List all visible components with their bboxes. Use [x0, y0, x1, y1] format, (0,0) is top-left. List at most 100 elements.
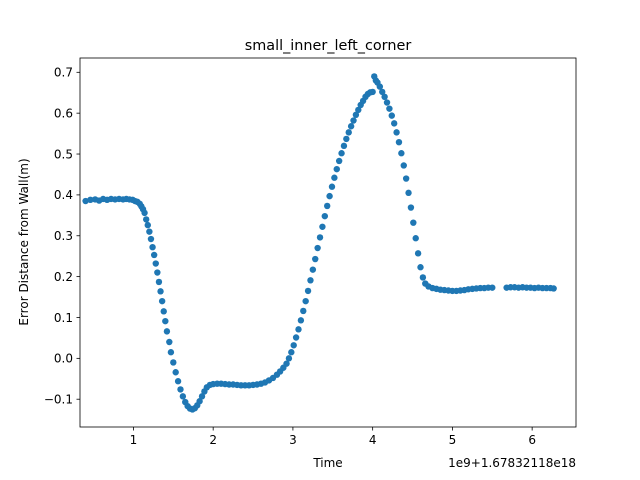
data-point	[355, 106, 362, 114]
x-tick-label: 2	[209, 433, 217, 447]
data-point	[149, 244, 156, 251]
data-point	[288, 349, 295, 356]
data-point	[388, 112, 395, 119]
data-point	[328, 183, 336, 190]
data-point	[290, 342, 297, 349]
y-tick-label: 0.3	[54, 229, 73, 243]
data-point	[410, 219, 417, 226]
data-point	[163, 328, 171, 335]
data-point	[167, 349, 175, 356]
data-point	[417, 264, 424, 271]
data-point	[174, 378, 182, 385]
data-point	[402, 175, 410, 182]
data-point	[292, 334, 300, 341]
data-point	[335, 157, 343, 165]
data-point	[347, 123, 355, 130]
data-point	[489, 284, 496, 291]
data-point	[338, 150, 345, 157]
x-axis-label: Time	[312, 456, 342, 470]
x-axis-offset-label: 1e9+1.67832118e18	[448, 456, 576, 470]
axes-layer: 1 2 3 4 5 6 −0.1 0.0 0.1 0.2 0.3 0.4 0.5 0.6 0.7	[44, 57, 577, 447]
data-point	[304, 287, 312, 295]
y-tick-label: 0.4	[54, 188, 73, 202]
y-tick-label: 0.5	[54, 147, 73, 161]
x-tick-label: 6	[528, 433, 536, 447]
data-point	[550, 285, 557, 292]
data-point	[147, 235, 155, 243]
y-tick-label: 0.6	[54, 106, 73, 120]
data-point	[345, 129, 352, 136]
data-point	[414, 250, 422, 257]
y-tick-label: 0.1	[54, 311, 73, 325]
data-point	[331, 174, 338, 181]
y-tick-label: 0.0	[54, 352, 73, 366]
data-point	[297, 317, 305, 324]
data-point	[160, 308, 167, 315]
data-point	[157, 288, 164, 295]
plot-frame	[79, 57, 577, 428]
x-tick-label: 1	[130, 433, 138, 447]
data-point	[142, 216, 150, 223]
data-point	[179, 393, 187, 400]
chart-title: small_inner_left_corner	[245, 38, 412, 54]
x-tick-label: 5	[449, 433, 457, 447]
data-point	[379, 88, 386, 96]
data-point	[162, 317, 169, 325]
data-point	[152, 260, 159, 267]
data-point	[87, 196, 94, 203]
data-point	[300, 307, 307, 315]
data-point	[407, 204, 415, 211]
data-point	[314, 244, 321, 252]
data-point	[400, 162, 407, 169]
data-point	[172, 369, 179, 376]
data-point	[395, 138, 403, 146]
data-point	[144, 221, 151, 229]
markers-layer	[82, 73, 557, 413]
data-point	[283, 360, 290, 367]
data-point	[386, 105, 393, 112]
x-tick-label: 3	[289, 433, 297, 447]
y-tick-label: 0.2	[54, 270, 73, 284]
data-point	[177, 386, 184, 393]
data-point	[352, 111, 360, 119]
data-point	[196, 398, 203, 405]
data-point	[295, 326, 302, 333]
data-point	[141, 209, 148, 217]
data-point	[412, 235, 419, 242]
data-point	[350, 117, 357, 124]
data-point	[383, 99, 391, 106]
data-point	[333, 165, 340, 173]
data-point	[302, 297, 309, 305]
data-point	[198, 393, 206, 400]
data-point	[369, 88, 376, 96]
data-point	[312, 255, 319, 263]
data-point	[326, 192, 333, 200]
data-point	[419, 274, 427, 281]
data-point	[340, 142, 348, 150]
y-axis-label: Error Distance from Wall(m)	[17, 158, 31, 325]
data-point	[343, 135, 350, 143]
data-point	[309, 266, 317, 273]
data-point	[155, 278, 163, 286]
data-point	[381, 93, 388, 101]
data-point	[319, 223, 326, 230]
data-point	[154, 269, 161, 276]
data-point	[146, 228, 153, 235]
y-tick-label: −0.1	[44, 393, 73, 407]
y-tick-label: 0.7	[54, 66, 73, 80]
data-point	[170, 359, 177, 366]
data-point	[316, 234, 324, 241]
data-point	[150, 251, 158, 259]
data-point	[390, 120, 398, 127]
data-point	[158, 297, 166, 305]
data-point	[324, 202, 331, 210]
data-point	[321, 212, 329, 220]
data-point	[166, 338, 173, 346]
x-tick-label: 4	[369, 433, 377, 447]
data-point	[376, 83, 384, 90]
data-point	[285, 355, 293, 362]
data-point	[307, 277, 314, 284]
data-point	[393, 129, 400, 136]
